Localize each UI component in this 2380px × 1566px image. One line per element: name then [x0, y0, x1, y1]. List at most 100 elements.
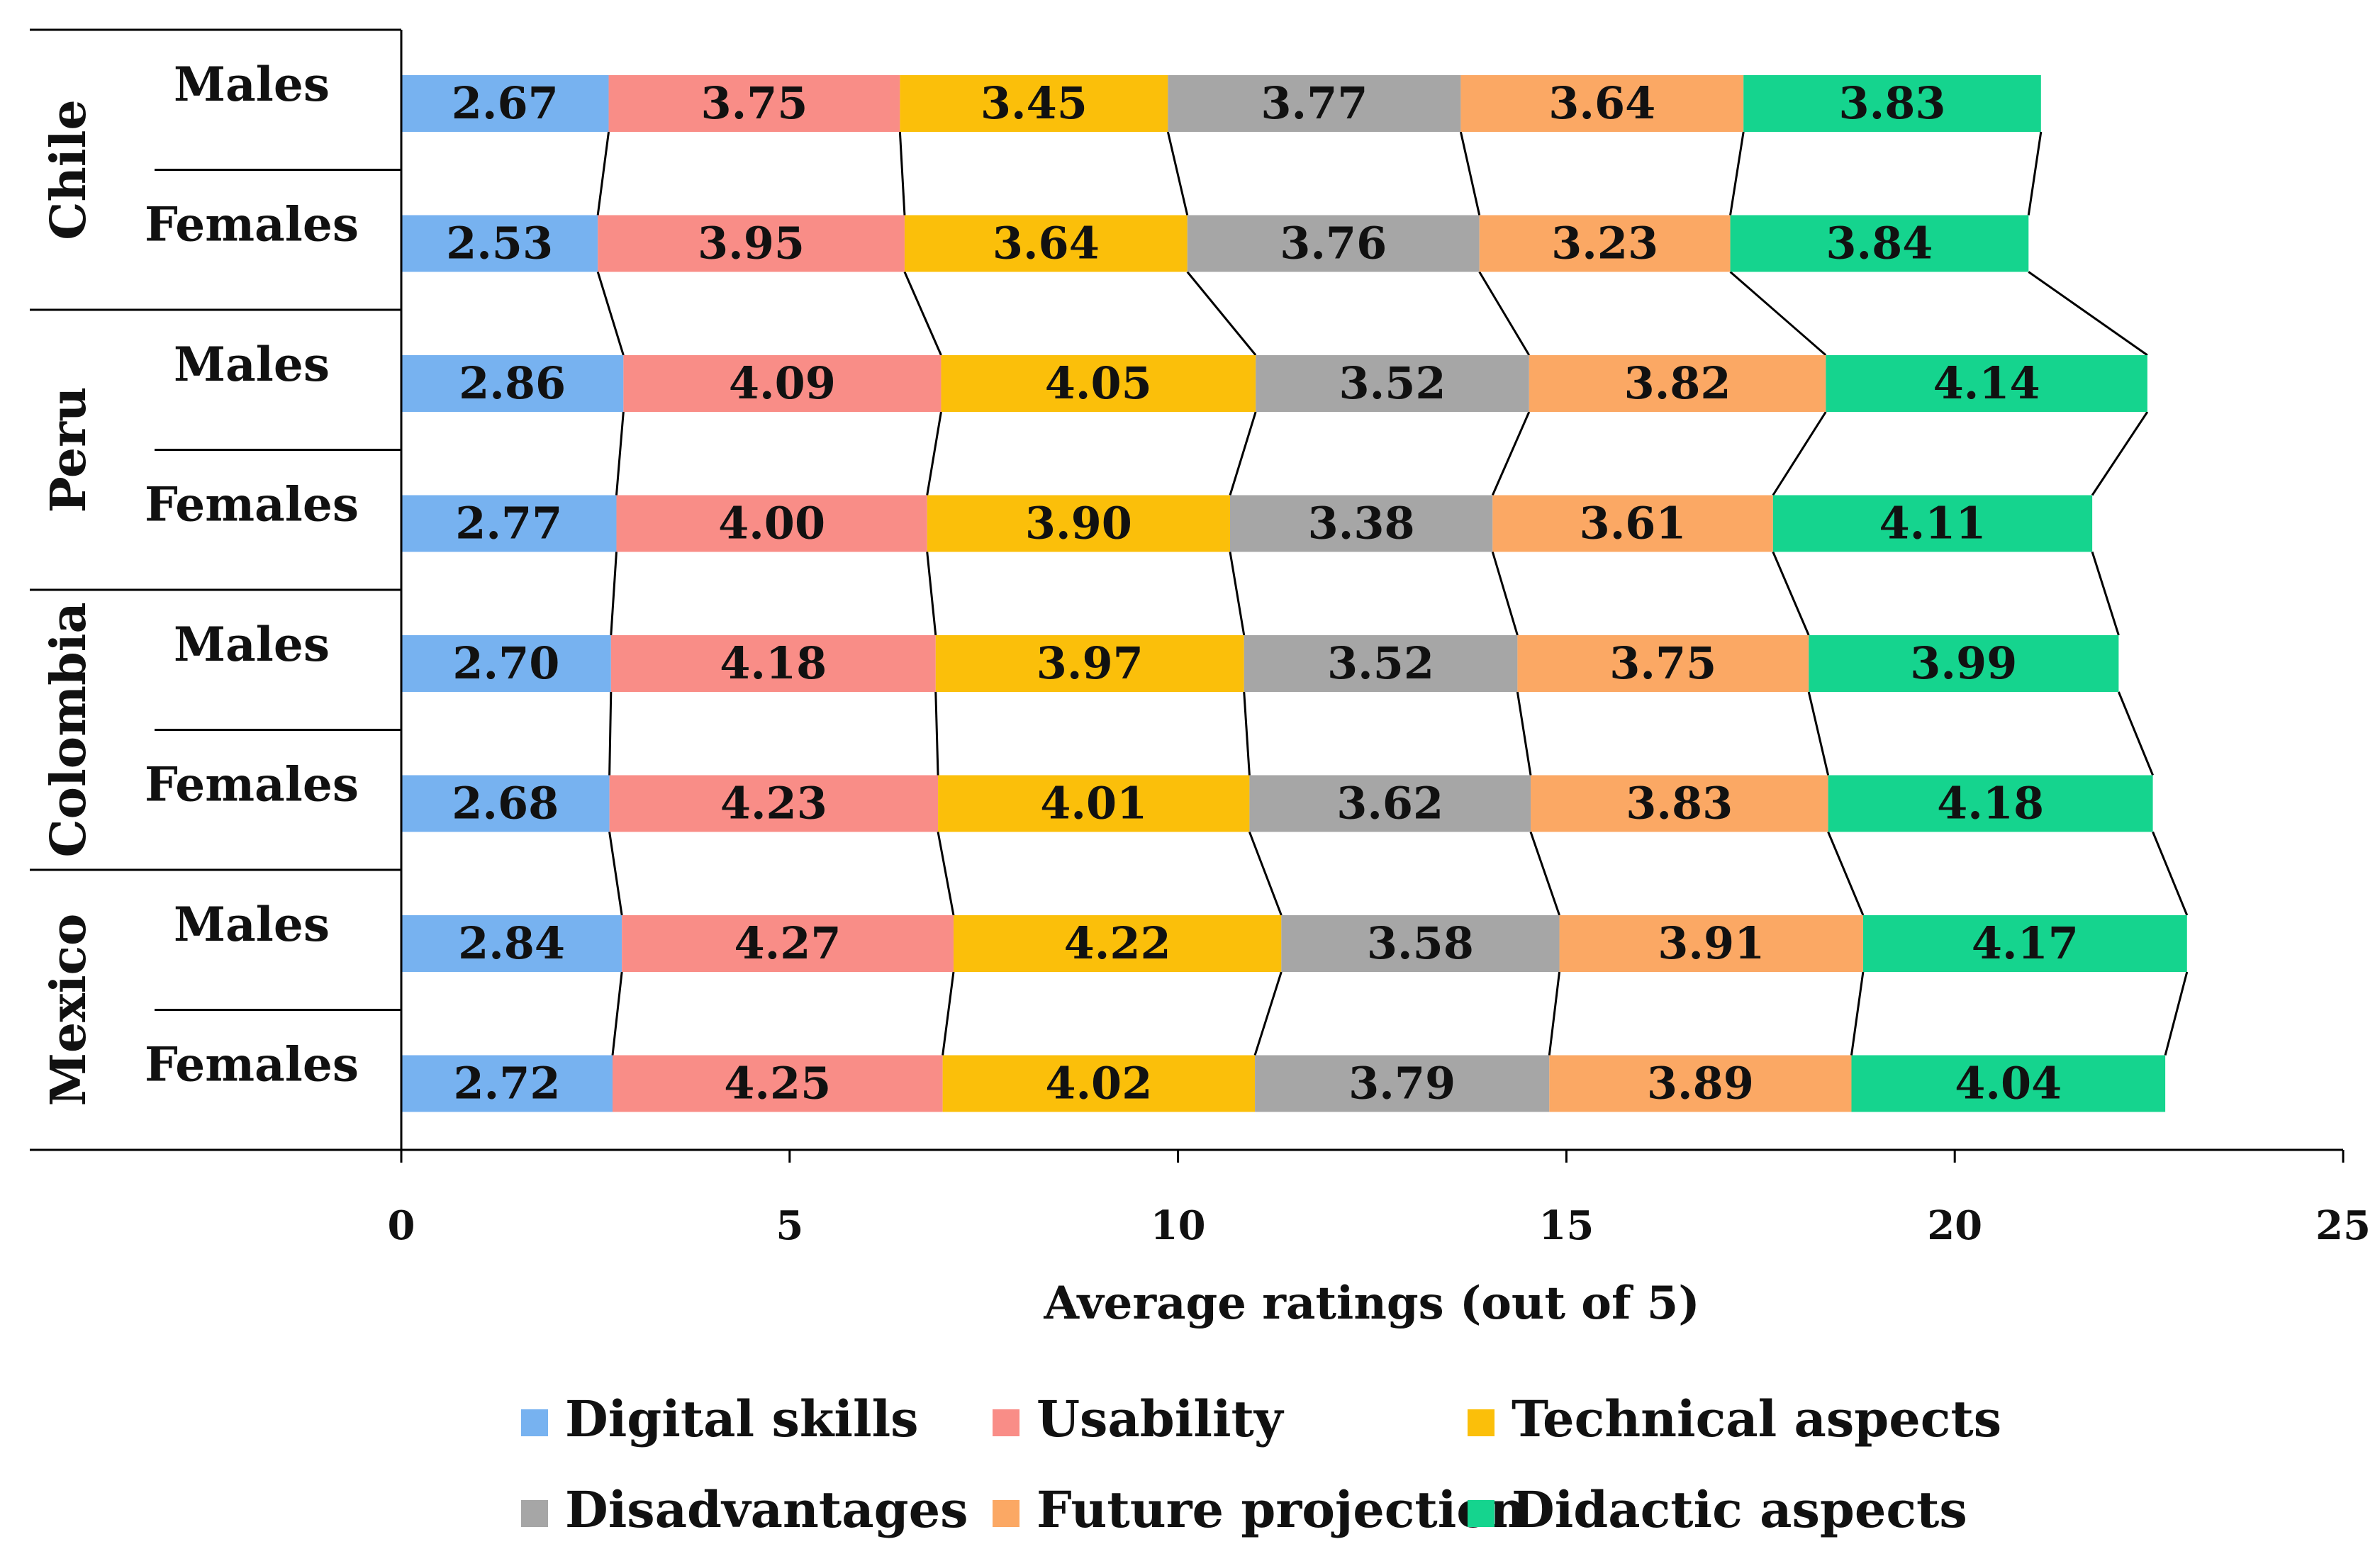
data-label: 4.04: [1955, 1058, 2062, 1109]
bar-segment: [942, 1055, 1256, 1112]
series-connector-line: [1243, 691, 1251, 776]
bar-segment: [1529, 355, 1826, 412]
bar-segment: [1826, 355, 2147, 412]
bar-segment: [1281, 915, 1560, 972]
series-connector-line: [1166, 131, 1189, 216]
data-label: 4.27: [734, 917, 842, 969]
series-connector-line: [1729, 131, 1745, 216]
data-label: 3.79: [1348, 1058, 1456, 1109]
data-label: 3.82: [1624, 357, 1731, 409]
bar-segment: [1479, 215, 1731, 272]
data-label: 3.75: [700, 77, 808, 129]
bar-segment: [927, 495, 1231, 552]
x-tick-label: 25: [2315, 1202, 2371, 1249]
legend-swatch: [521, 1409, 548, 1436]
data-label: 3.45: [981, 77, 1088, 129]
bar-segment: [938, 775, 1250, 832]
series-connector-line: [2152, 831, 2189, 916]
data-label: 4.18: [720, 637, 827, 689]
legend-label: Usability: [1037, 1389, 1285, 1448]
x-tick-label: 5: [776, 1202, 803, 1249]
bar-segment: [401, 355, 624, 412]
bar-segment: [1492, 495, 1773, 552]
bar-segment: [598, 215, 905, 272]
bar-segment: [1531, 775, 1828, 832]
series-connector-line: [2164, 971, 2189, 1056]
series-connector-line: [608, 691, 613, 776]
data-label: 3.76: [1280, 218, 1387, 269]
bar-segment: [610, 635, 936, 692]
data-label: 2.86: [459, 357, 566, 409]
legend-swatch: [993, 1409, 1019, 1436]
data-label: 3.64: [993, 218, 1100, 269]
bar-segment: [622, 915, 954, 972]
data-label: 3.52: [1327, 637, 1434, 689]
series-connector-line: [1491, 552, 1519, 636]
legend-label: Technical aspects: [1512, 1389, 2001, 1448]
series-connector-line: [1491, 411, 1531, 496]
x-tick-label: 15: [1538, 1202, 1594, 1249]
country-label: Mexico: [40, 914, 97, 1107]
bar-segment: [401, 1055, 613, 1112]
bar-segment: [1249, 775, 1531, 832]
data-label: 3.84: [1826, 218, 1933, 269]
data-label: 3.62: [1336, 778, 1443, 829]
series-connector-line: [1186, 271, 1257, 356]
bar-segment: [1851, 1055, 2166, 1112]
series-connector-line: [1772, 411, 1827, 496]
data-label: 4.09: [729, 357, 836, 409]
data-label: 4.25: [724, 1058, 831, 1109]
data-label: 4.05: [1045, 357, 1152, 409]
bar-segment: [900, 75, 1168, 132]
data-label: 4.00: [718, 498, 825, 549]
data-label: 2.53: [446, 218, 553, 269]
series-connector-line: [2091, 552, 2120, 636]
data-label: 3.97: [1037, 637, 1144, 689]
bar-segment: [1828, 775, 2153, 832]
data-label: 2.77: [455, 498, 562, 549]
data-label: 4.18: [1937, 778, 2044, 829]
bar-segment: [401, 75, 609, 132]
legend-label: Didactic aspects: [1512, 1480, 1967, 1539]
series-connector-line: [1478, 271, 1531, 356]
bar-segment: [616, 495, 927, 552]
bar-segment: [1809, 635, 2119, 692]
data-label: 3.77: [1261, 77, 1368, 129]
series-connector-line: [937, 832, 955, 916]
series-connector-line: [926, 552, 937, 636]
series-connector-line: [1772, 551, 1810, 636]
series-connector-line: [942, 971, 955, 1056]
bar-segment: [401, 495, 617, 552]
country-label: Colombia: [40, 602, 97, 857]
bar-segment: [1244, 635, 1518, 692]
bar-segment: [953, 915, 1282, 972]
legend-swatch: [1468, 1500, 1495, 1527]
series-connector-line: [2117, 691, 2154, 776]
bar-segment: [623, 355, 942, 412]
series-connector-line: [2027, 131, 2043, 216]
data-label: 4.17: [1972, 917, 2079, 969]
series-connector-line: [934, 691, 939, 776]
bar-segment: [1549, 1055, 1852, 1112]
series-connector-line: [1459, 131, 1481, 216]
data-label: 3.58: [1367, 917, 1474, 969]
gender-label: Females: [145, 1037, 359, 1092]
series-connector-line: [615, 411, 625, 496]
data-label: 4.23: [720, 778, 827, 829]
data-label: 4.01: [1040, 778, 1147, 829]
bar-segment: [401, 775, 610, 832]
data-label: 4.02: [1045, 1058, 1152, 1109]
data-label: 3.90: [1025, 498, 1132, 549]
data-label: 3.64: [1548, 77, 1655, 129]
series-connector-line: [1529, 832, 1560, 916]
bar-segment: [935, 635, 1244, 692]
data-label: 4.11: [1879, 498, 1986, 549]
gender-label: Males: [174, 337, 330, 392]
series-connector-line: [903, 271, 942, 356]
x-tick-label: 10: [1151, 1202, 1206, 1249]
data-label: 2.84: [458, 917, 565, 969]
bar-segment: [1743, 75, 2041, 132]
series-connector-line: [1729, 271, 1827, 357]
data-label: 3.75: [1609, 637, 1716, 689]
